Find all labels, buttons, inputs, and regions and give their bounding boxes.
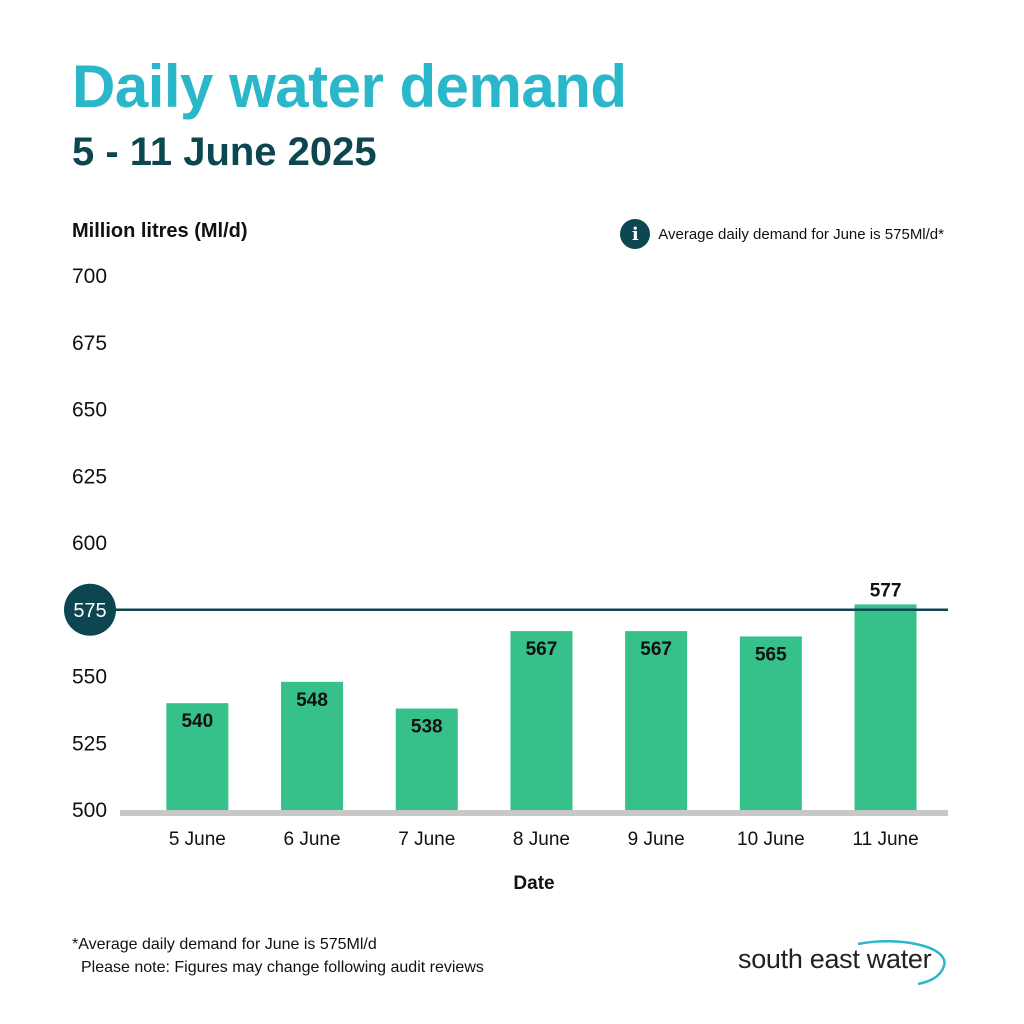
bar xyxy=(854,604,917,810)
chart-title: Daily water demand xyxy=(72,53,627,120)
x-axis-label: Date xyxy=(513,873,554,894)
average-marker-label: 575 xyxy=(73,600,106,622)
y-tick-label: 650 xyxy=(72,399,107,422)
x-tick-label: 6 June xyxy=(284,829,341,850)
average-note: i Average daily demand for June is 575Ml… xyxy=(620,219,944,249)
y-tick-label: 525 xyxy=(72,732,107,755)
bar-value-label: 540 xyxy=(181,711,213,732)
bar-value-label: 567 xyxy=(640,639,672,660)
y-tick-label: 625 xyxy=(72,465,107,488)
x-tick-label: 11 June xyxy=(852,829,918,850)
footnote-average: *Average daily demand for June is 575Ml/… xyxy=(72,936,377,953)
brand-logo: south east water xyxy=(738,938,948,988)
bar xyxy=(739,636,802,810)
info-icon: i xyxy=(620,219,651,249)
footnote: *Average daily demand for June is 575Ml/… xyxy=(72,933,484,979)
y-axis-label: Million litres (Ml/d) xyxy=(72,220,248,242)
y-tick-label: 550 xyxy=(72,666,107,689)
bar-value-label: 565 xyxy=(755,644,787,665)
bar-value-label: 567 xyxy=(526,639,558,660)
logo-swoosh xyxy=(857,940,946,986)
bar xyxy=(510,631,573,810)
bar xyxy=(395,708,458,810)
y-tick-label: 675 xyxy=(72,332,107,355)
y-tick-label: 600 xyxy=(72,532,107,555)
logo-text: south east water xyxy=(738,944,932,974)
bar xyxy=(625,631,688,810)
average-marker xyxy=(64,583,116,636)
chart-subtitle: 5 - 11 June 2025 xyxy=(72,130,377,174)
bar-value-label: 538 xyxy=(411,717,443,738)
footnote-audit: Please note: Figures may change followin… xyxy=(81,959,484,976)
bar xyxy=(166,703,229,810)
y-tick-label: 700 xyxy=(72,265,107,288)
bar-value-label: 548 xyxy=(296,690,328,711)
bar xyxy=(281,681,344,810)
x-tick-label: 7 June xyxy=(398,829,455,850)
x-tick-label: 10 June xyxy=(737,829,805,850)
average-note-text: Average daily demand for June is 575Ml/d… xyxy=(658,225,944,243)
bar-value-label: 577 xyxy=(870,580,902,601)
y-tick-label: 500 xyxy=(72,799,107,822)
x-axis-baseline xyxy=(120,810,948,816)
x-tick-label: 8 June xyxy=(513,829,570,850)
x-tick-label: 9 June xyxy=(628,829,685,850)
x-tick-label: 5 June xyxy=(169,829,226,850)
